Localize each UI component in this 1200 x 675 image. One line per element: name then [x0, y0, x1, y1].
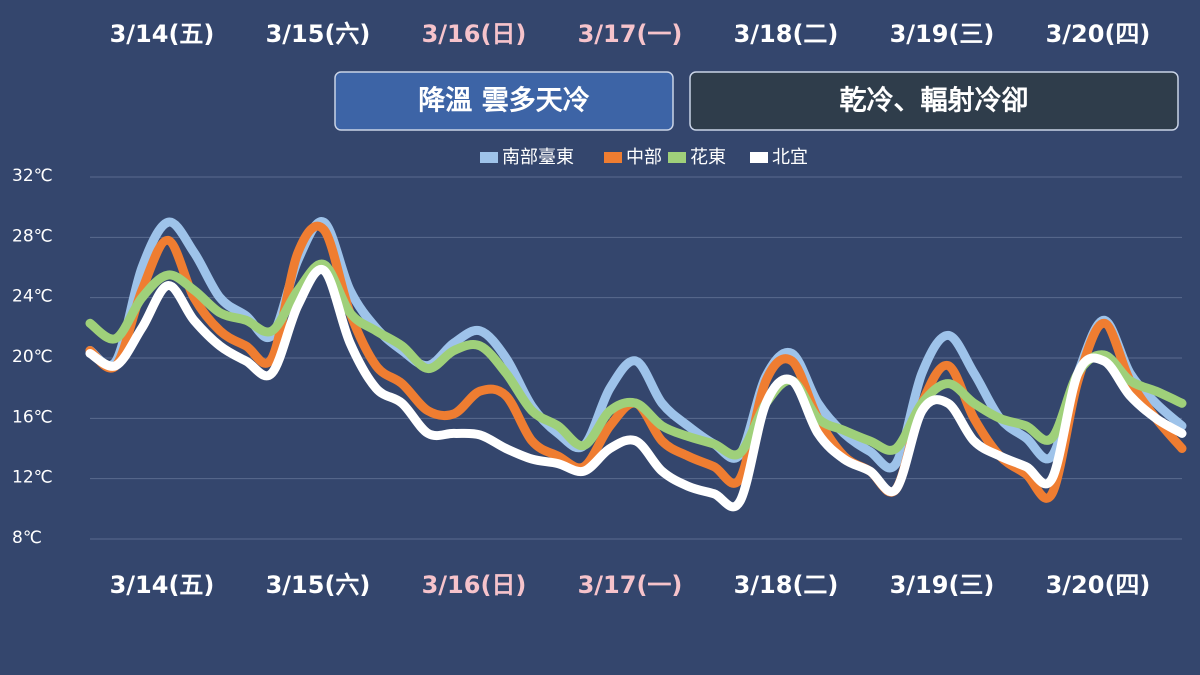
y-tick-label: 32℃ [12, 166, 53, 186]
y-tick-label: 8℃ [12, 528, 42, 548]
y-tick-label: 24℃ [12, 287, 53, 307]
x-label-top: 3/15(六) [266, 20, 371, 48]
series-line [85, 259, 1187, 460]
annotation-box [334, 71, 674, 131]
annotation-box [689, 71, 1179, 131]
legend-label: 中部 [626, 147, 662, 168]
legend-swatch [668, 152, 686, 163]
x-label-bottom: 3/15(六) [266, 571, 371, 599]
x-label-top: 3/17(一) [578, 20, 683, 48]
x-label-bottom: 3/14(五) [110, 571, 215, 599]
x-label-bottom: 3/20(四) [1046, 571, 1151, 599]
x-label-top: 3/20(四) [1046, 20, 1151, 48]
x-label-top: 3/18(二) [734, 20, 839, 48]
series-line [85, 265, 1187, 512]
legend-label: 花東 [690, 147, 726, 168]
y-tick-label: 12℃ [12, 468, 53, 488]
x-label-bottom: 3/17(一) [578, 571, 683, 599]
x-label-top: 3/19(三) [890, 20, 995, 48]
legend-swatch [480, 152, 498, 163]
legend-swatch [750, 152, 768, 163]
legend-label: 北宜 [772, 147, 808, 168]
x-label-bottom: 3/16(日) [422, 571, 527, 599]
x-label-bottom: 3/18(二) [734, 571, 839, 599]
x-label-bottom: 3/19(三) [890, 571, 995, 599]
annotation-text: 降溫 雲多天冷 [418, 86, 589, 117]
y-tick-label: 20℃ [12, 347, 53, 367]
legend-swatch [604, 152, 622, 163]
y-tick-label: 28℃ [12, 226, 53, 246]
legend-label: 南部臺東 [502, 147, 574, 168]
y-tick-label: 16℃ [12, 407, 53, 427]
annotation-text: 乾冷、輻射冷卻 [840, 86, 1029, 117]
x-label-top: 3/14(五) [110, 20, 215, 48]
x-label-top: 3/16(日) [422, 20, 527, 48]
